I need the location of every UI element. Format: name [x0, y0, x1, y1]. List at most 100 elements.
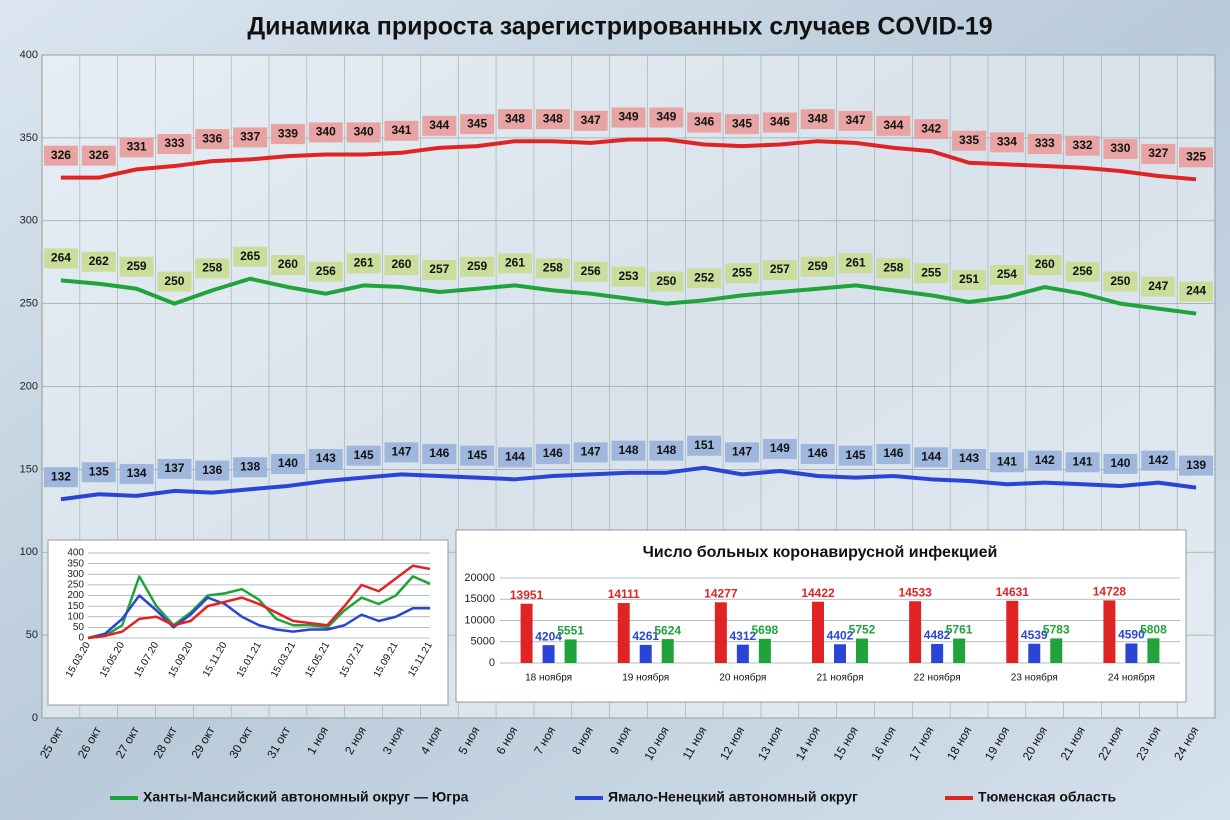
value-label-box — [346, 122, 381, 143]
value-label-box — [157, 271, 192, 292]
value-label-box — [952, 130, 987, 151]
value-label: 258 — [543, 261, 563, 275]
value-label: 14728 — [1093, 585, 1127, 599]
value-label: 132 — [51, 469, 71, 483]
value-label-box — [195, 129, 230, 150]
value-label-box — [838, 445, 873, 466]
bar — [639, 644, 652, 663]
value-label: 331 — [127, 140, 147, 154]
value-label-box — [762, 439, 797, 460]
value-label: 326 — [89, 148, 109, 162]
value-label: 260 — [278, 257, 298, 271]
value-label-box — [725, 263, 760, 284]
value-label: 347 — [846, 113, 866, 127]
value-label-box — [914, 119, 949, 140]
value-label: 247 — [1148, 279, 1168, 293]
value-label-box — [422, 260, 457, 281]
value-label-box — [1027, 255, 1062, 276]
value-label: 5808 — [1140, 622, 1167, 636]
value-label: 258 — [202, 261, 222, 275]
value-label: 349 — [656, 110, 676, 124]
bar — [1050, 638, 1063, 663]
value-label: 345 — [467, 116, 487, 130]
value-label-box — [1065, 135, 1100, 156]
value-label-box — [762, 260, 797, 281]
value-label-box — [800, 109, 835, 130]
value-label: 250 — [1110, 274, 1130, 288]
value-label: 141 — [997, 454, 1017, 468]
bar — [542, 645, 555, 663]
value-label-box — [308, 261, 343, 282]
value-label: 4402 — [827, 628, 854, 642]
value-label: 148 — [618, 443, 638, 457]
line-series — [60, 465, 1197, 502]
value-label: 244 — [1186, 284, 1206, 298]
bar — [953, 638, 966, 663]
line-series — [87, 575, 431, 640]
value-label: 260 — [1035, 257, 1055, 271]
value-label: 254 — [997, 267, 1017, 281]
value-label-box — [1141, 276, 1176, 297]
value-label: 141 — [1073, 454, 1093, 468]
y-tick-label: 400 — [67, 548, 84, 559]
value-label: 14422 — [801, 586, 835, 600]
bar — [758, 638, 771, 663]
line-series — [87, 564, 431, 640]
value-label: 257 — [770, 262, 790, 276]
x-tick-label: 19 ноября — [622, 672, 669, 684]
bar — [856, 638, 868, 663]
value-label: 144 — [921, 449, 941, 463]
value-label: 4261 — [632, 629, 659, 643]
value-label: 4312 — [730, 629, 757, 643]
value-label: 349 — [618, 110, 638, 124]
value-label: 4204 — [535, 629, 562, 643]
value-label-box — [346, 253, 381, 274]
value-label: 140 — [278, 456, 298, 470]
value-label-box — [989, 132, 1024, 153]
value-label: 14277 — [704, 586, 738, 600]
value-label-box — [233, 457, 268, 478]
value-label: 136 — [202, 463, 222, 477]
value-label: 348 — [505, 111, 525, 125]
value-label: 4482 — [924, 628, 951, 642]
value-label: 5551 — [557, 624, 584, 638]
value-label: 149 — [770, 441, 790, 455]
inset-line-panel — [47, 539, 449, 706]
line-series — [60, 137, 1197, 182]
value-label: 325 — [1186, 149, 1206, 163]
value-label-box — [1103, 139, 1138, 160]
legend-label: Ханты-Мансийский автономный округ — Югра — [143, 789, 469, 805]
x-tick-label: 20 ноября — [719, 672, 766, 684]
line-series — [60, 276, 1197, 316]
y-tick-label: 50 — [73, 622, 85, 633]
value-label-box — [195, 460, 230, 481]
x-tick-label: 21 ноября — [817, 672, 864, 684]
value-label-box — [43, 248, 78, 269]
value-label: 140 — [1110, 456, 1130, 470]
value-label: 134 — [127, 466, 147, 480]
bar — [1147, 638, 1160, 663]
value-label: 258 — [883, 261, 903, 275]
legend-label: Ямало-Ненецкий автономный округ — [608, 789, 858, 805]
bar — [564, 639, 577, 663]
value-label-box — [157, 458, 192, 479]
value-label-box — [233, 127, 268, 148]
value-label: 264 — [51, 251, 71, 265]
value-label: 339 — [278, 126, 298, 140]
bar — [1125, 643, 1138, 663]
value-label-box — [800, 444, 835, 465]
value-label: 147 — [391, 445, 411, 459]
value-label: 256 — [581, 264, 601, 278]
value-label-box — [497, 109, 532, 130]
bar — [909, 601, 922, 663]
value-label: 259 — [127, 259, 147, 273]
bar — [617, 603, 630, 663]
value-label-box — [952, 448, 987, 469]
value-label: 259 — [467, 259, 487, 273]
value-label: 144 — [505, 449, 525, 463]
value-label: 142 — [1035, 453, 1055, 467]
value-label-box — [422, 444, 457, 465]
value-label-box — [460, 114, 495, 135]
value-label-box — [649, 271, 684, 292]
y-tick-label: 150 — [20, 463, 38, 475]
